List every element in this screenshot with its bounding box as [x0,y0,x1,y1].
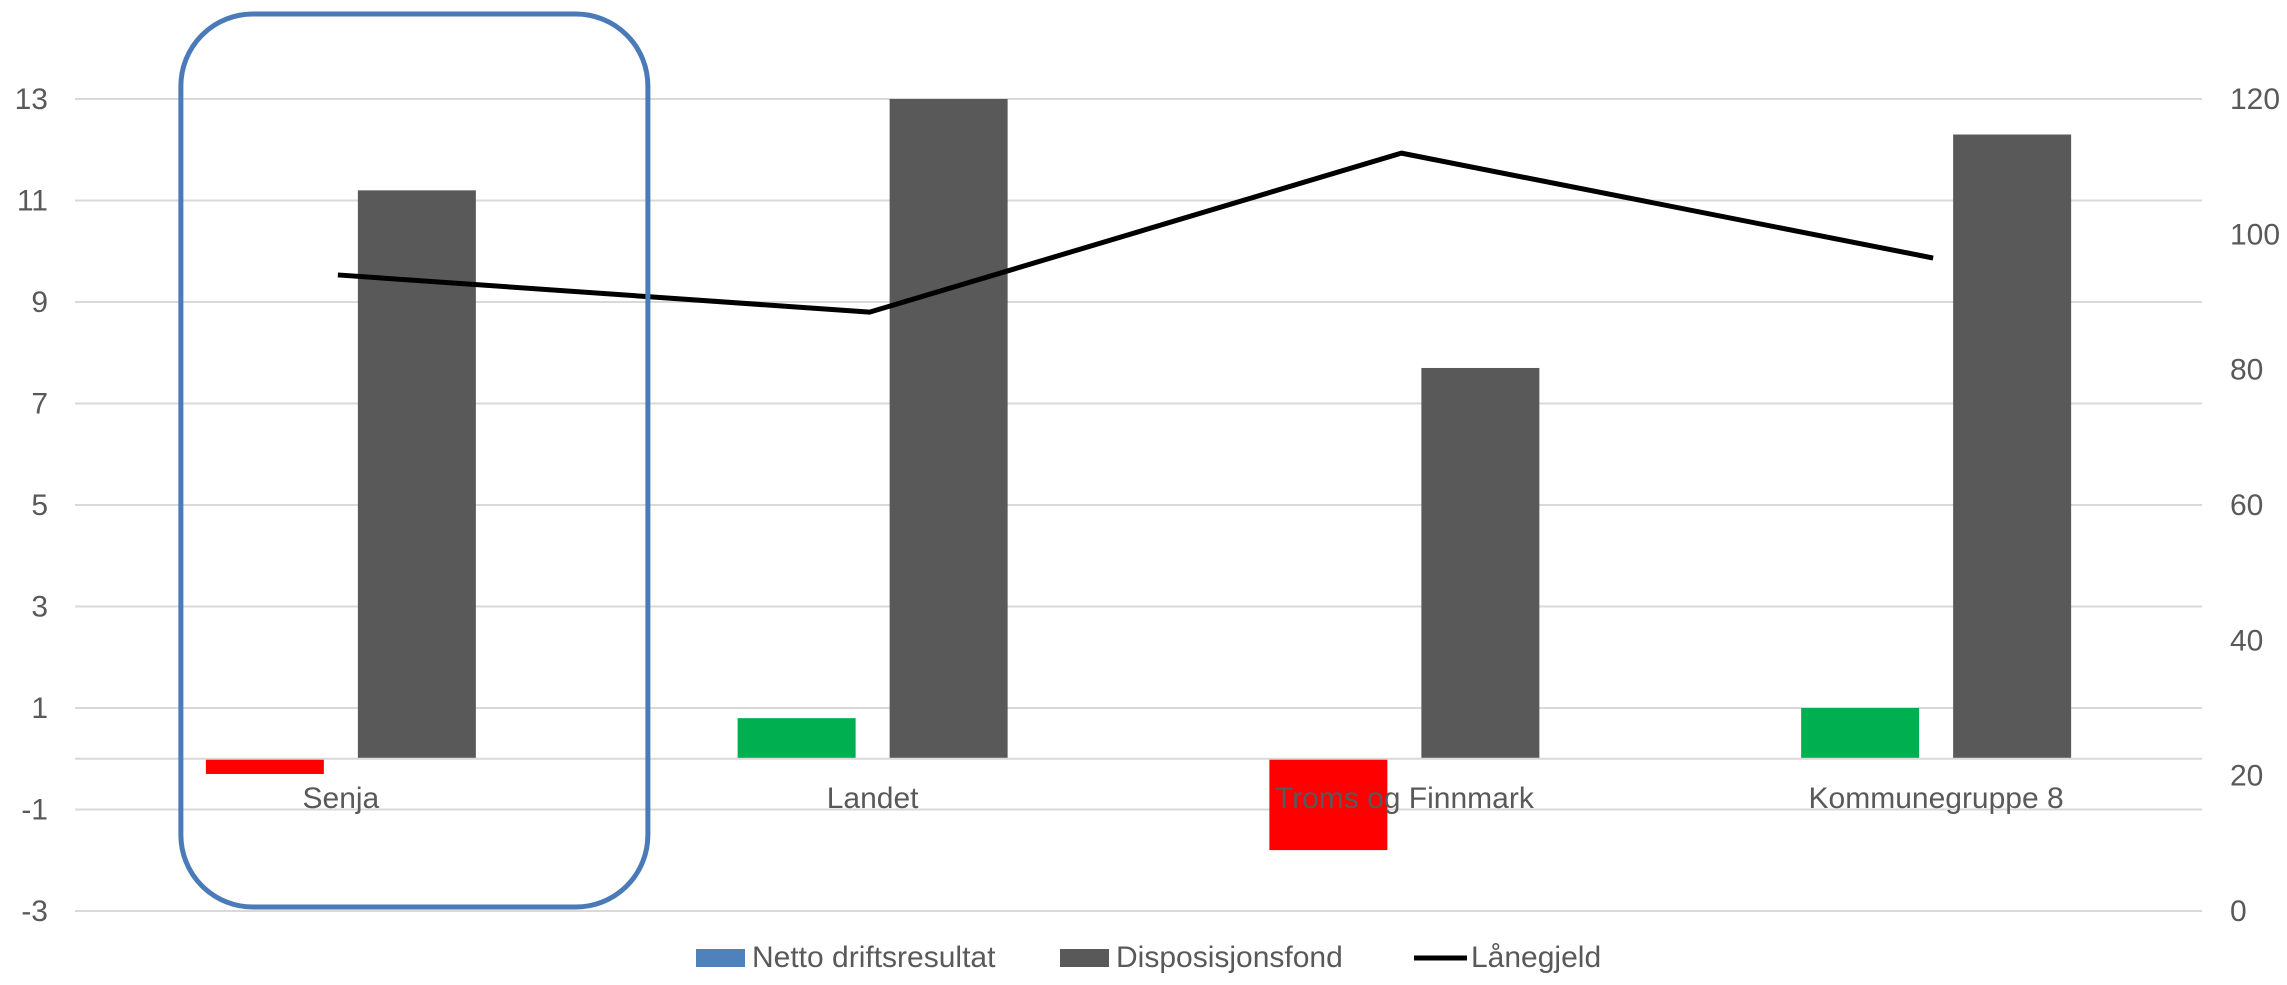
y-right-axis: 120 100 80 60 40 20 0 [2230,83,2280,928]
y-right-tick-label: 120 [2230,83,2280,116]
legend-label-lanegjeld: Lånegjeld [1471,941,1601,974]
highlight-box [178,11,651,910]
bar-disposisjonsfond [889,99,1008,759]
y-right-tick-label: 60 [2230,489,2263,522]
y-right-tick-label: 0 [2230,895,2247,928]
bars [205,99,2072,851]
bar-netto-driftsresultat [205,758,324,774]
bar-netto-driftsresultat [737,718,856,759]
bar-disposisjonsfond [1953,134,2072,759]
highlight-rect [178,11,651,910]
line-series [337,150,1934,315]
y-right-tick-label: 80 [2230,354,2263,387]
category-label: Kommunegruppe 8 [1809,782,2064,815]
category-label: Landet [827,782,919,815]
y-right-tick-label: 100 [2230,218,2280,251]
y-left-tick-label: 5 [31,489,48,522]
line-lanegjeld [337,150,1934,315]
y-left-tick-label: 7 [31,388,48,421]
legend-label-disposisjonsfond: Disposisjonsfond [1116,941,1343,974]
y-right-tick-label: 20 [2230,760,2263,793]
y-left-axis: 13 11 9 7 5 3 1 -1 -3 [15,83,48,928]
y-left-tick-label: -1 [21,794,48,827]
y-left-tick-label: 9 [31,286,48,319]
y-left-tick-label: 13 [15,83,48,116]
y-left-tick-label: 11 [17,185,48,218]
bar-netto-driftsresultat [1801,708,1920,759]
category-labels: Senja Landet Troms og Finnmark Kommunegrupp… [303,782,2064,815]
category-label: Troms og Finnmark [1275,782,1535,815]
legend: Netto driftsresultat Disposisjonsfond Låne… [696,941,1601,974]
category-label: Senja [303,782,380,815]
y-left-tick-label: -3 [21,895,48,928]
legend-swatch-netto-driftsresultat [696,949,745,967]
bar-disposisjonsfond [1421,367,1540,759]
bar-netto-driftsresultat [1269,758,1388,851]
y-left-tick-label: 3 [31,591,48,624]
legend-label-netto-driftsresultat: Netto driftsresultat [752,941,996,974]
legend-swatch-disposisjonsfond [1060,949,1109,967]
y-right-tick-label: 40 [2230,624,2263,657]
y-left-tick-label: 1 [31,692,48,725]
